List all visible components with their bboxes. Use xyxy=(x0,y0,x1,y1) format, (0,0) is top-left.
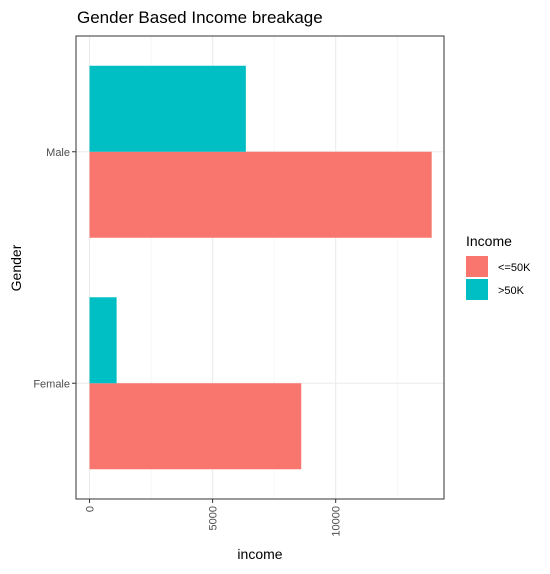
bar-female-le50k xyxy=(90,383,302,469)
legend-label: <=50K xyxy=(498,262,531,274)
bar-male-le50k xyxy=(90,152,432,238)
bar-male-gt50k xyxy=(90,66,246,152)
y-axis-title: Gender xyxy=(8,244,24,291)
chart-title: Gender Based Income breakage xyxy=(77,8,323,27)
legend-swatch xyxy=(466,279,488,300)
x-tick-label: 0 xyxy=(85,506,97,512)
x-tick-label: 5000 xyxy=(208,506,220,530)
y-tick-label: Female xyxy=(33,378,70,390)
legend-swatch xyxy=(466,256,488,277)
bar-female-gt50k xyxy=(90,297,117,383)
x-tick-label: 10000 xyxy=(331,506,343,537)
x-axis-title: income xyxy=(237,546,282,562)
legend: Income <=50K >50K xyxy=(466,233,531,300)
y-tick-label: Male xyxy=(46,147,70,159)
legend-label: >50K xyxy=(498,285,525,297)
legend-title: Income xyxy=(466,233,512,249)
